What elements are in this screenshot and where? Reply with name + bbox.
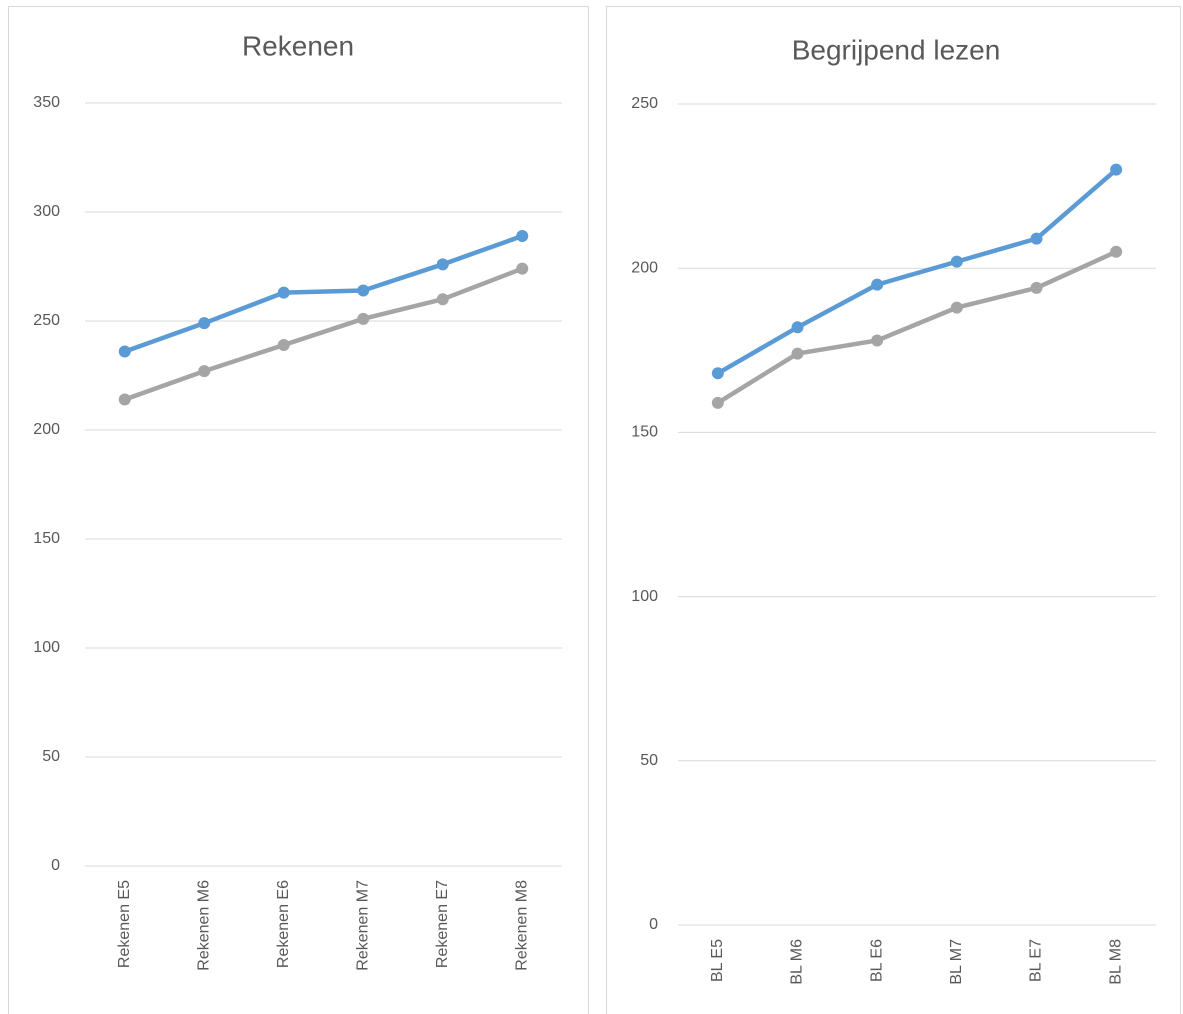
chart-title: Rekenen (242, 30, 354, 61)
y-tick-label: 50 (42, 748, 60, 765)
data-point (791, 347, 804, 360)
y-tick-label: 300 (33, 203, 60, 220)
data-point (1110, 245, 1123, 258)
y-tick-label: 250 (631, 95, 658, 112)
data-point (516, 229, 529, 242)
data-point (711, 367, 724, 380)
data-point (791, 321, 804, 334)
data-point (436, 293, 449, 306)
y-tick-label: 350 (33, 94, 60, 111)
data-point (950, 255, 963, 268)
series-line (123, 266, 524, 402)
series-line (123, 233, 524, 354)
data-point (357, 312, 370, 325)
x-tick-label: Rekenen E7 (434, 880, 451, 968)
y-tick-label: 200 (33, 421, 60, 438)
x-tick-label: BL M7 (948, 939, 965, 985)
y-tick-label: 50 (640, 752, 658, 769)
y-tick-label: 0 (51, 857, 60, 874)
series-line (716, 249, 1118, 405)
x-tick-label: Rekenen M8 (513, 880, 530, 971)
data-point (357, 284, 370, 297)
data-point (118, 393, 131, 406)
x-tick-label: BL E6 (868, 939, 885, 982)
data-point (1030, 281, 1043, 294)
y-tick-label: 0 (649, 916, 658, 933)
series-line (716, 167, 1118, 376)
data-point (516, 262, 529, 275)
data-point (871, 334, 884, 347)
data-point (118, 345, 131, 358)
y-tick-label: 150 (631, 424, 658, 441)
data-point (1110, 163, 1123, 176)
data-point (1030, 232, 1043, 245)
y-tick-label: 250 (33, 312, 60, 329)
chart-title: Begrijpend lezen (792, 34, 1001, 65)
y-tick-label: 100 (631, 588, 658, 605)
x-tick-label: BL M8 (1107, 939, 1124, 985)
chart-panel (606, 6, 1181, 1014)
chart-panel (8, 6, 589, 1014)
y-tick-label: 150 (33, 530, 60, 547)
x-tick-label: BL E5 (709, 939, 726, 982)
x-tick-label: Rekenen E6 (275, 880, 292, 968)
y-tick-label: 100 (33, 639, 60, 656)
data-point (198, 365, 211, 378)
data-point (436, 258, 449, 271)
data-point (277, 286, 290, 299)
data-point (277, 338, 290, 351)
data-point (711, 396, 724, 409)
x-tick-label: Rekenen M7 (354, 880, 371, 971)
x-tick-label: BL M6 (789, 939, 806, 985)
x-tick-label: BL E7 (1028, 939, 1045, 982)
data-point (871, 278, 884, 291)
data-point (198, 317, 211, 330)
x-tick-label: Rekenen M6 (195, 880, 212, 971)
data-point (950, 301, 963, 314)
y-tick-label: 200 (631, 259, 658, 276)
x-tick-label: Rekenen E5 (116, 880, 133, 968)
